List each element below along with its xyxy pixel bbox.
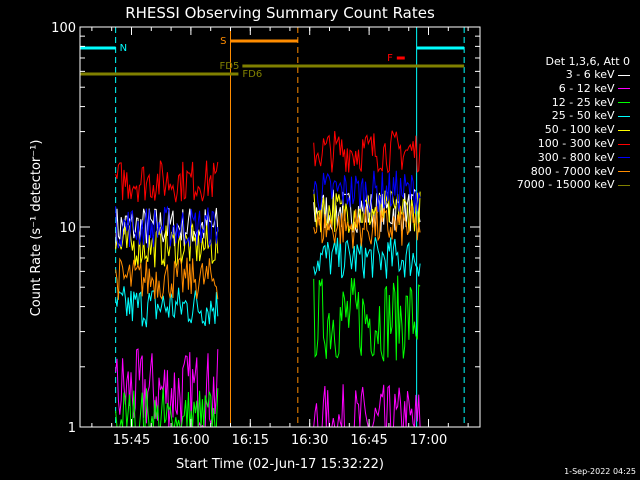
x-tick-label-3: 16:30 xyxy=(291,433,328,448)
legend-label: 300 - 800 keV xyxy=(537,150,618,164)
x-axis-label: Start Time (02-Jun-17 15:32:22) xyxy=(176,457,384,472)
legend-label: 100 - 300 keV xyxy=(537,137,618,150)
legend-swatch xyxy=(618,143,630,145)
legend-swatch xyxy=(618,115,630,117)
x-tick-label-5: 17:00 xyxy=(410,433,447,448)
flare-label: F xyxy=(387,53,393,64)
legend-swatch xyxy=(618,157,630,159)
legend-swatch xyxy=(618,88,630,90)
legend-entry-5: 100 - 300 keV xyxy=(538,137,630,150)
series-layer xyxy=(115,130,421,428)
series-trace-6-1 xyxy=(313,170,421,214)
legend-label: 800 - 7000 keV xyxy=(530,164,618,178)
y-tick-label-0: 1 xyxy=(68,421,76,436)
legend-swatch xyxy=(618,129,630,131)
saa-label: S xyxy=(220,36,226,47)
series-trace-6-0 xyxy=(115,205,219,249)
legend-entry-3: 25 - 50 keV xyxy=(552,109,630,122)
series-trace-3-0 xyxy=(115,286,219,328)
legend-swatch xyxy=(618,184,630,186)
axes: 15:45 16:00 16:15 16:30 16:45 17:00 1 10 100 xyxy=(51,21,481,448)
legend-entry-7: 800 - 7000 keV xyxy=(531,165,630,178)
legend-entry-2: 12 - 25 keV xyxy=(552,96,630,109)
legend-swatch xyxy=(618,74,630,76)
night-label: N xyxy=(120,43,127,54)
legend-label: 50 - 100 keV xyxy=(544,123,618,137)
series-trace-3-1 xyxy=(313,236,421,279)
legend-entry-0: 3 - 6 keV xyxy=(566,68,630,81)
legend-swatch xyxy=(618,102,630,104)
legend-entry-1: 6 - 12 keV xyxy=(559,82,630,95)
series-trace-4-0 xyxy=(115,223,219,268)
series-trace-5-0 xyxy=(115,160,219,203)
y-axis-label: Count Rate (s⁻¹ detector⁻¹) xyxy=(29,140,44,317)
legend-label: 7000 - 15000 keV xyxy=(516,178,618,192)
series-trace-2-0 xyxy=(115,387,219,428)
series-trace-5-1 xyxy=(313,130,421,174)
legend-label: 3 - 6 keV xyxy=(565,68,618,81)
y-tick-label-2: 100 xyxy=(51,21,76,36)
x-tick-label-0: 15:45 xyxy=(113,433,150,448)
legend-entry-8: 7000 - 15000 keV xyxy=(517,178,630,191)
series-trace-7-1 xyxy=(313,205,421,249)
legend-entry-6: 300 - 800 keV xyxy=(538,151,630,164)
chart-title: RHESSI Observing Summary Count Rates xyxy=(125,4,435,22)
timestamp: 1-Sep-2022 04:25 xyxy=(564,467,636,476)
y-tick-label-1: 10 xyxy=(59,221,76,236)
x-tick-label-4: 16:45 xyxy=(350,433,387,448)
series-trace-1-1 xyxy=(313,384,421,428)
legend-title: Det 1,3,6, Att 0 xyxy=(545,55,630,68)
x-tick-label-1: 16:00 xyxy=(172,433,209,448)
legend-swatch xyxy=(618,171,630,173)
series-trace-2-1 xyxy=(313,275,421,362)
legend-entry-4: 50 - 100 keV xyxy=(545,123,630,136)
fd6-label: FD6 xyxy=(242,69,262,80)
series-trace-7-0 xyxy=(115,257,219,300)
legend-label: 6 - 12 keV xyxy=(558,81,618,95)
legend-label: 25 - 50 keV xyxy=(551,109,618,123)
legend-label: 12 - 25 keV xyxy=(551,95,618,109)
x-tick-label-2: 16:15 xyxy=(232,433,269,448)
fd5-label: FD5 xyxy=(220,61,240,72)
